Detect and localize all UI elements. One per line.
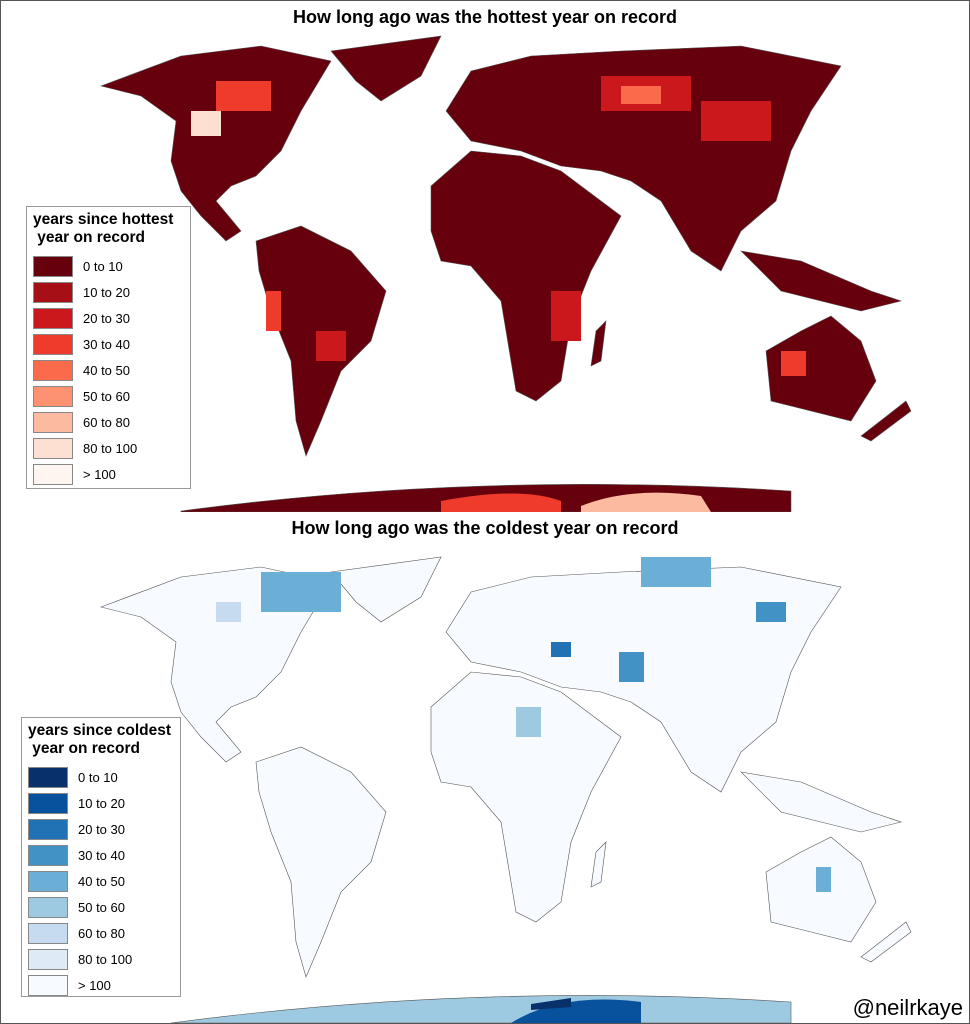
legend-swatch — [33, 411, 73, 433]
legend-label: 40 to 50 — [83, 362, 130, 378]
legend-label: 40 to 50 — [78, 873, 125, 889]
legend-swatch — [33, 255, 73, 277]
legend-label: 0 to 10 — [83, 258, 123, 274]
new-zealand — [860, 921, 912, 963]
coldest-legend: years since coldest year on record 0 to … — [21, 717, 181, 997]
legend-swatch — [33, 333, 73, 355]
legend-swatch — [33, 359, 73, 381]
legend-label: 20 to 30 — [83, 310, 130, 326]
antarctica — [170, 995, 792, 1023]
legend-item: 10 to 20 — [33, 279, 184, 305]
legend-label: 0 to 10 — [78, 769, 118, 785]
legend-swatch — [28, 948, 68, 970]
africa — [430, 150, 622, 402]
hottest-year-map — [99, 35, 912, 512]
legend-swatch — [28, 896, 68, 918]
legend-swatch — [33, 385, 73, 407]
legend-swatch — [33, 307, 73, 329]
hottest-year-map-panel: How long ago was the hottest year on rec… — [0, 0, 970, 513]
legend-item: 40 to 50 — [33, 357, 184, 383]
legend-label: > 100 — [78, 977, 111, 993]
legend-label: 80 to 100 — [78, 951, 133, 967]
legend-swatch — [28, 974, 68, 996]
legend-title: years since hottest year on record — [33, 211, 174, 246]
land-masses — [99, 556, 912, 978]
legend-item: 10 to 20 — [28, 790, 174, 816]
legend-swatch — [33, 281, 73, 303]
legend-label: > 100 — [83, 466, 116, 482]
legend-item: 50 to 60 — [33, 383, 184, 409]
legend-swatch — [28, 844, 68, 866]
madagascar — [590, 320, 607, 367]
legend-label: 50 to 60 — [83, 388, 130, 404]
legend-swatch — [28, 922, 68, 944]
legend-swatch — [28, 766, 68, 788]
legend-swatch — [28, 818, 68, 840]
legend-item: 50 to 60 — [28, 894, 174, 920]
legend-label: 20 to 30 — [78, 821, 125, 837]
coldest-year-map — [99, 556, 912, 1023]
south-america — [255, 746, 387, 978]
legend-swatch — [33, 437, 73, 459]
legend-item: 0 to 10 — [33, 253, 184, 279]
legend-item: 60 to 80 — [33, 409, 184, 435]
greenland — [330, 556, 442, 623]
legend-item: 0 to 10 — [28, 764, 174, 790]
legend-title: years since coldest year on record — [28, 722, 172, 757]
coldest-year-map-panel: How long ago was the coldest year on rec… — [0, 512, 970, 1024]
legend-label: 50 to 60 — [78, 899, 125, 915]
new-zealand — [860, 400, 912, 442]
legend-label: 30 to 40 — [78, 847, 125, 863]
legend-label: 10 to 20 — [78, 795, 125, 811]
legend-item: 20 to 30 — [33, 305, 184, 331]
madagascar — [590, 841, 607, 888]
australia — [765, 315, 877, 422]
legend-swatch — [28, 792, 68, 814]
legend-swatch — [28, 870, 68, 892]
anomaly-patches — [216, 557, 831, 892]
legend-item: 20 to 30 — [28, 816, 174, 842]
anomaly-patches — [191, 76, 806, 512]
legend-item: 30 to 40 — [33, 331, 184, 357]
legend-label: 10 to 20 — [83, 284, 130, 300]
legend-item: 60 to 80 — [28, 920, 174, 946]
legend-item: 30 to 40 — [28, 842, 174, 868]
africa — [430, 671, 622, 923]
author-watermark: @neilrkaye — [852, 995, 963, 1020]
legend-label: 30 to 40 — [83, 336, 130, 352]
hottest-legend: years since hottest year on record 0 to … — [26, 206, 191, 489]
legend-item: > 100 — [33, 461, 184, 487]
legend-item: 80 to 100 — [28, 946, 174, 972]
legend-item: 80 to 100 — [33, 435, 184, 461]
southeast-asia — [740, 250, 903, 312]
legend-item: 40 to 50 — [28, 868, 174, 894]
legend-label: 80 to 100 — [83, 440, 138, 456]
map-title: How long ago was the hottest year on rec… — [292, 7, 678, 27]
north-america — [99, 45, 332, 242]
map-title: How long ago was the coldest year on rec… — [291, 518, 679, 538]
southeast-asia — [740, 771, 903, 833]
legend-item: > 100 — [28, 972, 174, 998]
legend-label: 60 to 80 — [83, 414, 130, 430]
legend-label: 60 to 80 — [78, 925, 125, 941]
legend-swatch — [33, 463, 73, 485]
greenland — [330, 35, 442, 102]
